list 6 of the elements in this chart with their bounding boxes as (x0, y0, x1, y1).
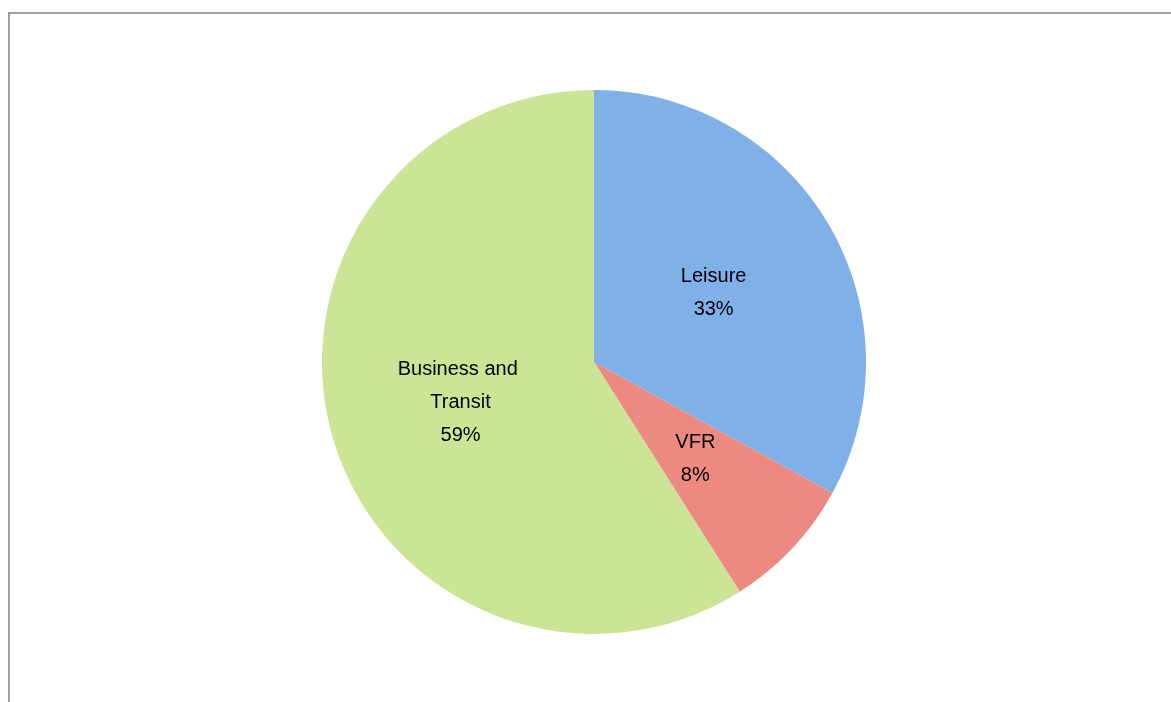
data-label: 33% (693, 296, 734, 319)
slice-label: Business and Transit (397, 356, 524, 412)
data-label: 8% (680, 462, 710, 485)
slice-label: VFR (675, 429, 716, 452)
slice-label: Leisure (680, 263, 747, 286)
data-label: 59% (440, 422, 481, 445)
